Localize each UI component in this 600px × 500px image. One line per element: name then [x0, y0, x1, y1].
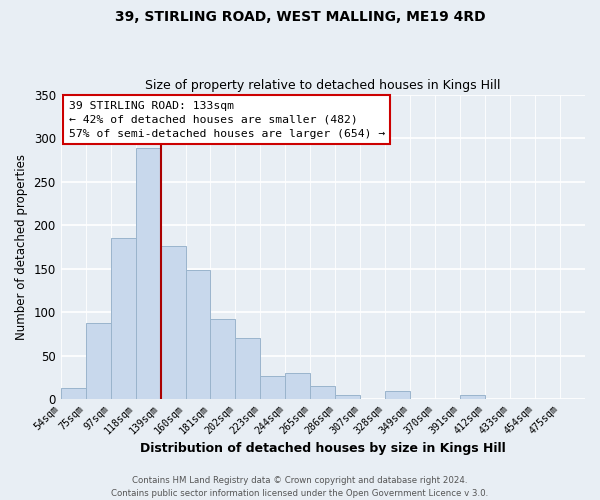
Text: 39 STIRLING ROAD: 133sqm
← 42% of detached houses are smaller (482)
57% of semi-: 39 STIRLING ROAD: 133sqm ← 42% of detach… — [68, 100, 385, 138]
Y-axis label: Number of detached properties: Number of detached properties — [15, 154, 28, 340]
Bar — [110, 238, 136, 399]
Bar — [136, 148, 161, 399]
X-axis label: Distribution of detached houses by size in Kings Hill: Distribution of detached houses by size … — [140, 442, 506, 455]
Text: Contains HM Land Registry data © Crown copyright and database right 2024.
Contai: Contains HM Land Registry data © Crown c… — [112, 476, 488, 498]
Bar — [385, 391, 410, 399]
Bar — [260, 376, 286, 399]
Bar — [310, 386, 335, 399]
Bar — [211, 319, 235, 399]
Bar — [460, 394, 485, 399]
Bar — [61, 388, 86, 399]
Title: Size of property relative to detached houses in Kings Hill: Size of property relative to detached ho… — [145, 79, 500, 92]
Bar — [335, 394, 360, 399]
Bar — [86, 324, 110, 399]
Bar — [185, 270, 211, 399]
Text: 39, STIRLING ROAD, WEST MALLING, ME19 4RD: 39, STIRLING ROAD, WEST MALLING, ME19 4R… — [115, 10, 485, 24]
Bar — [161, 246, 185, 399]
Bar — [286, 373, 310, 399]
Bar — [235, 338, 260, 399]
